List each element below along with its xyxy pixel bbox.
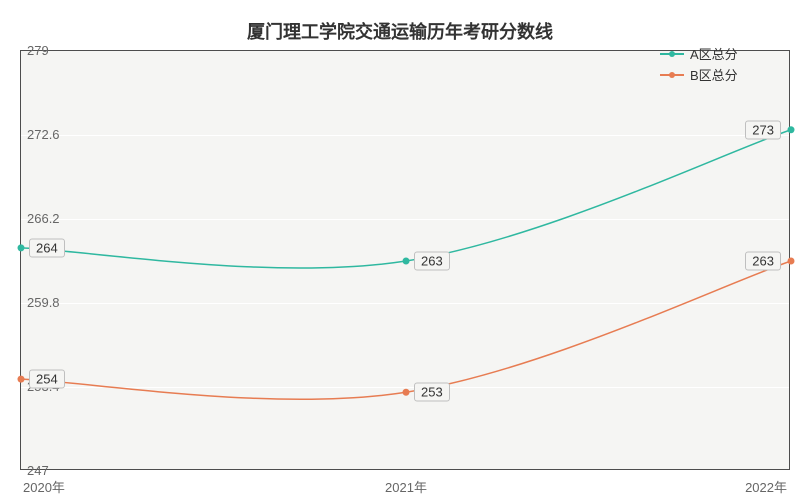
data-label: 263: [414, 252, 450, 271]
legend-marker: [669, 51, 675, 57]
series-line: [21, 261, 791, 399]
series-marker: [403, 389, 410, 396]
legend-marker: [669, 72, 675, 78]
legend-swatch: [660, 74, 684, 76]
legend-label: B区总分: [690, 65, 738, 84]
plot-area: 247253.4259.8266.2272.62792020年2021年2022…: [20, 50, 790, 470]
series-marker: [403, 258, 410, 265]
legend: A区总分 B区总分: [660, 44, 738, 86]
legend-label: A区总分: [690, 44, 738, 63]
series-marker: [18, 376, 25, 383]
chart-title: 厦门理工学院交通运输历年考研分数线: [0, 18, 800, 44]
x-axis-tick-label: 2020年: [23, 477, 65, 496]
series-marker: [788, 258, 795, 265]
line-layer: [21, 51, 791, 471]
legend-item: A区总分: [660, 44, 738, 63]
data-label: 264: [29, 238, 65, 257]
series-marker: [18, 244, 25, 251]
data-label: 273: [745, 120, 781, 139]
legend-swatch: [660, 53, 684, 55]
x-axis-tick-label: 2022年: [745, 477, 787, 496]
chart-container: 厦门理工学院交通运输历年考研分数线 247253.4259.8266.2272.6…: [0, 0, 800, 500]
x-axis-tick-label: 2021年: [385, 477, 427, 496]
series-line: [21, 130, 791, 268]
data-label: 253: [414, 383, 450, 402]
data-label: 263: [745, 252, 781, 271]
series-marker: [788, 126, 795, 133]
data-label: 254: [29, 370, 65, 389]
legend-item: B区总分: [660, 65, 738, 84]
